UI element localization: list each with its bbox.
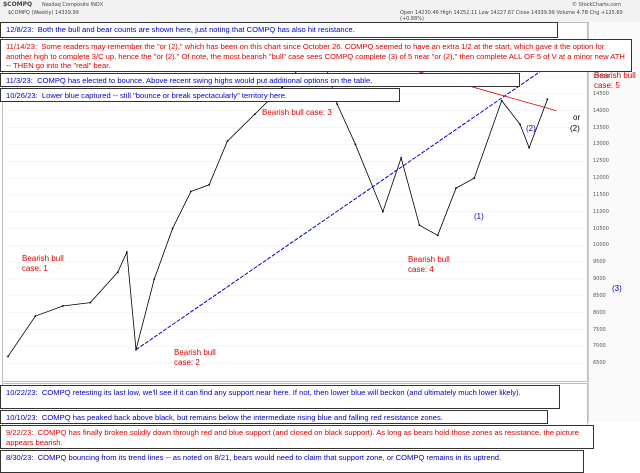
wave-3-label: (3): [612, 284, 622, 293]
note-11-3-23: 11/3/23: COMPQ has elected to bounce. Ab…: [0, 73, 520, 87]
note-text: COMPQ bouncing from its trend lines -- a…: [37, 453, 502, 462]
note-date: 9/22/23:: [6, 428, 34, 437]
y-tick-label: 9500: [593, 259, 606, 266]
note-text: COMPQ retesting its last low, we'll see …: [41, 388, 521, 397]
y-tick-label: 13500: [593, 124, 609, 131]
rising-blue-trendline: [135, 59, 557, 351]
y-tick-label: 7000: [593, 343, 606, 350]
y-tick-label: 7500: [593, 326, 606, 333]
note-12-8-23: 12/8/23: Both the bull and bear counts a…: [0, 22, 558, 38]
price-point: [436, 234, 439, 237]
bear-case-2-label: Bearish bull case: 2: [174, 348, 216, 367]
provider-label: © StockCharts.com: [572, 2, 622, 8]
y-tick-label: 15000: [593, 74, 609, 81]
price-point: [336, 103, 339, 105]
y-tick-label: 13000: [593, 141, 609, 148]
note-date: 10/10/23:: [6, 413, 38, 422]
price-point: [153, 278, 156, 280]
y-tick-label: 8500: [593, 292, 606, 299]
note-date: 11/14/23:: [6, 42, 38, 51]
price-point: [354, 143, 357, 146]
price-point: [208, 183, 211, 186]
note-date: 12/8/23:: [6, 25, 34, 34]
price-point: [381, 210, 384, 213]
price-point: [473, 177, 476, 179]
y-tick-label: 11000: [593, 208, 609, 215]
price-point: [171, 227, 174, 230]
price-point: [189, 190, 192, 193]
note-text: Some readers may remember the "or (2)," …: [6, 42, 625, 71]
note-10-26-23: 10/26/23: Lower blue captured -- still "…: [0, 88, 400, 102]
symbol-label: $COMPQ: [3, 1, 33, 8]
price-point: [116, 271, 119, 274]
note-10-22-23: 10/22/23: COMPQ retesting its last low, …: [0, 385, 560, 409]
or-2-label: (2): [570, 124, 580, 133]
y-tick-label: 10500: [593, 225, 609, 232]
y-axis: 1600015500150001450014000135001300012500…: [588, 22, 640, 422]
ohlc-readout: Open 14230.46 High 14252.11 Low 14227.67…: [400, 10, 623, 22]
price-point: [34, 315, 37, 317]
price-point: [519, 123, 521, 126]
y-tick-label: 10000: [593, 242, 609, 249]
y-tick-label: 8000: [593, 309, 606, 316]
note-date: 11/3/23:: [6, 76, 33, 85]
y-tick-label: 6500: [593, 360, 606, 367]
y-tick-label: 14000: [593, 107, 609, 114]
price-point: [7, 355, 9, 358]
y-tick-label: 12000: [593, 175, 609, 182]
price-point: [89, 301, 92, 304]
note-date: 10/26/23:: [6, 91, 38, 100]
note-9-22-23: 9/22/23: COMPQ has finally broken solidl…: [0, 425, 594, 449]
note-text: Both the bull and bear counts are shown …: [37, 25, 355, 34]
note-date: 8/30/23:: [6, 453, 34, 462]
note-8-30-23: 8/30/23: COMPQ bouncing from its trend l…: [0, 450, 584, 473]
bear-case-5-label: Bearish bull case: 5: [594, 71, 636, 90]
note-text: Lower blue captured -- still "bounce or …: [41, 91, 288, 100]
price-point: [418, 224, 421, 227]
note-text: COMPQ has finally broken solidly down th…: [6, 428, 579, 447]
bear-case-3-label: Bearish bull case: 3: [262, 108, 332, 117]
exchange-label: Nasdaq Composite INDX: [42, 2, 104, 8]
price-point: [528, 146, 531, 149]
y-tick-label: 14500: [593, 90, 609, 97]
wave-1-label: (1): [474, 212, 484, 221]
note-10-10-23: 10/10/23: COMPQ has peaked back above bl…: [0, 410, 548, 424]
series-legend: $COMPQ (Weekly) 14339.99: [8, 10, 79, 16]
price-point: [61, 305, 64, 307]
price-point: [125, 251, 128, 254]
bear-case-1-label: Bearish bull case: 1: [22, 254, 64, 273]
y-tick-label: 11500: [593, 191, 609, 198]
price-point: [400, 156, 403, 159]
price-point: [546, 98, 549, 101]
note-11-14-23: 11/14/23: Some readers may remember the …: [0, 39, 632, 72]
note-text: COMPQ has elected to bounce. Above recen…: [37, 76, 373, 85]
price-point: [455, 187, 457, 190]
wave-2-label: (2): [526, 124, 536, 133]
y-tick-label: 12500: [593, 158, 609, 165]
price-point: [500, 99, 503, 102]
y-tick-label: 9000: [593, 276, 606, 283]
price-point: [226, 140, 229, 142]
note-text: COMPQ has peaked back above black, but r…: [41, 413, 443, 422]
note-date: 10/22/23:: [6, 388, 38, 397]
or-label: or: [573, 113, 581, 122]
price-point: [253, 113, 256, 116]
bear-case-4-label: Bearish bull case: 4: [408, 255, 450, 274]
